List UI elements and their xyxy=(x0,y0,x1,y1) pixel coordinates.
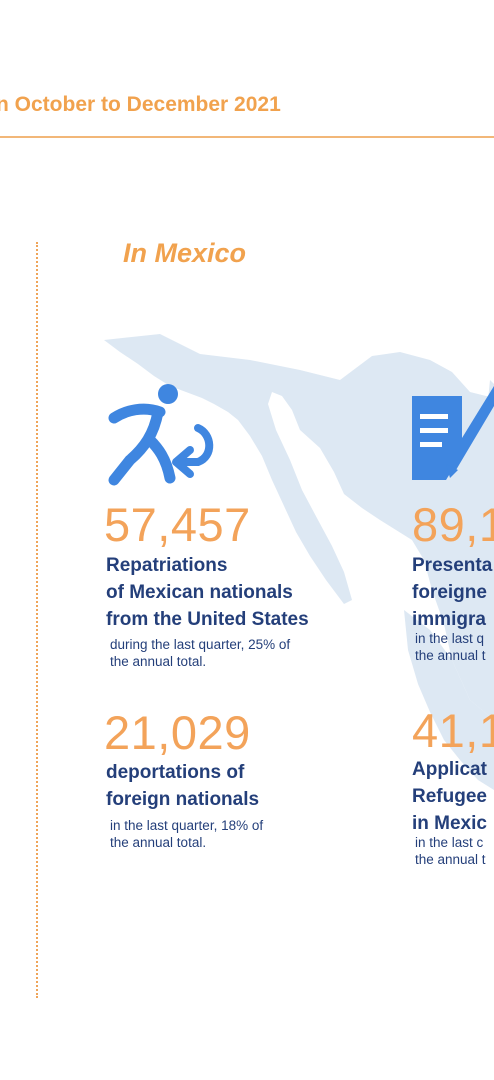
stat-label-repatriations: Repatriations of Mexican nationals from … xyxy=(106,555,309,630)
stat-note-presentations: in the last q the annual t xyxy=(415,631,486,663)
stat-label-refugee-applications: Applicat Refugee in Mexic xyxy=(412,759,487,834)
stat-note-repatriations: during the last quarter, 25% of the annu… xyxy=(110,637,291,669)
header-divider xyxy=(0,136,494,138)
stat-number-presentations: 89,1 xyxy=(412,498,494,551)
stat-number-refugee-applications: 41,1 xyxy=(412,704,494,757)
stat-number-repatriations: 57,457 xyxy=(104,498,251,551)
stat-note-deportations: in the last quarter, 18% of the annual t… xyxy=(110,818,264,850)
stat-label-presentations: Presenta foreigne immigra xyxy=(412,555,493,630)
document-pen-icon xyxy=(412,386,494,480)
stat-label-deportations: deportations of foreign nationals xyxy=(106,762,260,810)
stat-number-deportations: 21,029 xyxy=(104,706,251,759)
section-title: In Mexico xyxy=(123,238,247,268)
repatriation-icon xyxy=(108,384,214,486)
header-title: n October to December 2021 xyxy=(0,93,281,116)
stat-note-refugee-applications: in the last c the annual t xyxy=(415,835,486,867)
dotted-divider xyxy=(36,242,38,998)
